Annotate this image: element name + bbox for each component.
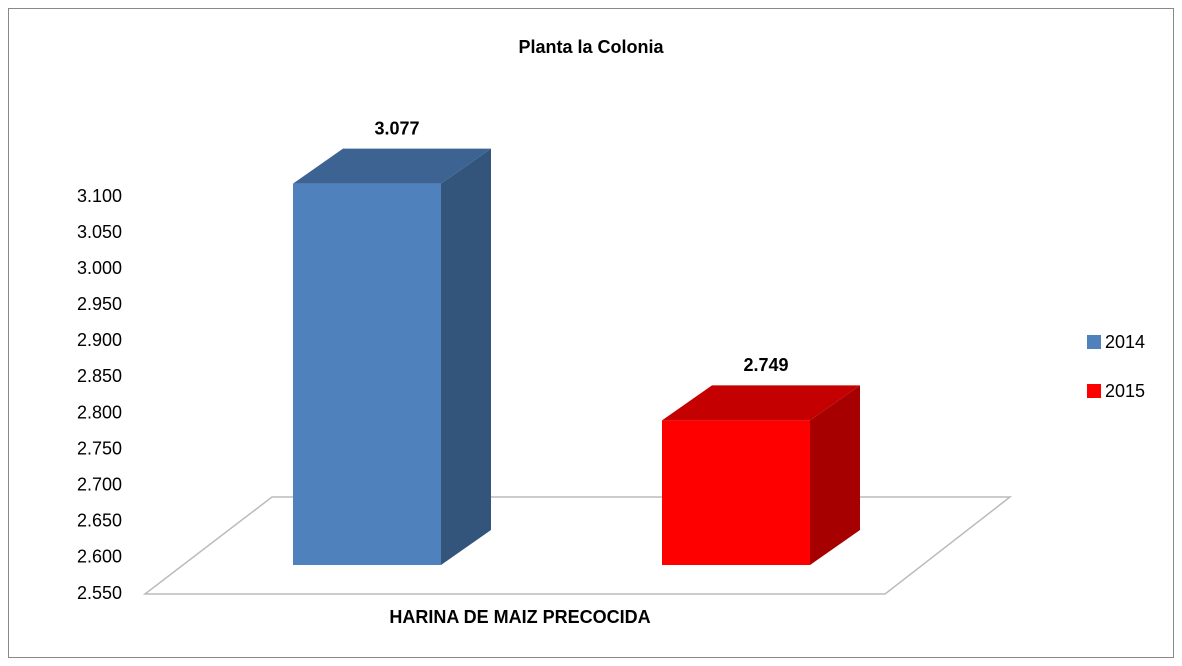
y-tick-label: 2.750 [77, 438, 122, 458]
y-tick-label: 2.950 [77, 294, 122, 314]
bar-top [662, 385, 860, 421]
y-tick-label: 2.900 [77, 330, 122, 350]
bar-front [662, 420, 810, 565]
legend-swatch [1087, 335, 1101, 349]
x-tick-label: HARINA DE MAIZ PRECOCIDA [389, 607, 650, 627]
bar-top [293, 148, 491, 184]
y-tick-label: 3.050 [77, 222, 122, 242]
y-tick-label: 2.650 [77, 511, 122, 531]
y-tick-label: 2.700 [77, 474, 122, 494]
bar [293, 148, 491, 566]
y-tick-label: 2.600 [77, 547, 122, 567]
y-tick-label: 3.100 [77, 186, 122, 206]
bar [662, 385, 860, 565]
bar-front [293, 183, 441, 566]
y-tick-label: 2.550 [77, 583, 122, 603]
bar-side [441, 148, 491, 566]
bar-side [810, 385, 860, 565]
y-tick-label: 2.850 [77, 366, 122, 386]
data-label: 2.749 [743, 355, 788, 375]
legend-label: 2015 [1105, 381, 1145, 401]
chart-title: Planta la Colonia [518, 37, 664, 57]
chart-border [8, 8, 1174, 658]
data-label: 3.077 [374, 118, 419, 138]
legend-label: 2014 [1105, 332, 1145, 352]
y-tick-label: 2.800 [77, 402, 122, 422]
legend-swatch [1087, 384, 1101, 398]
y-tick-label: 3.000 [77, 258, 122, 278]
